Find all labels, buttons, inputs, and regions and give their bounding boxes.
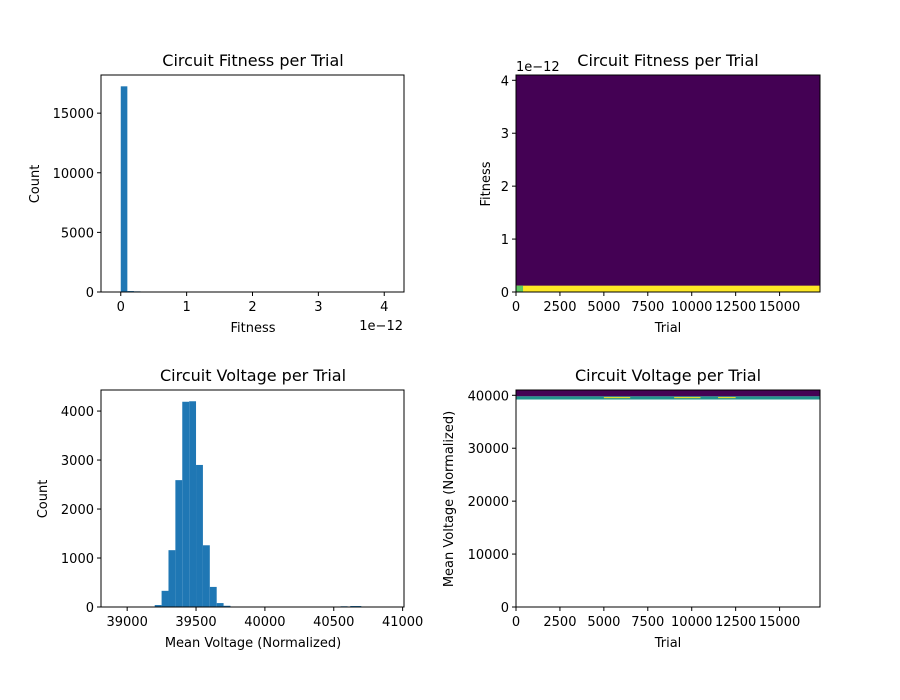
voltage-histogram-bar-7: [202, 545, 210, 607]
voltage-heatmap-xtick-label-3: 7500: [631, 615, 664, 630]
voltage-histogram-plot-area: [154, 401, 362, 608]
voltage-histogram-bar-2: [168, 550, 176, 607]
fitness-histogram-ytick-label-0: 0: [86, 286, 94, 301]
fitness-heatmap-cell-1: [516, 285, 524, 292]
fitness-histogram-xtick-label-0: 0: [117, 300, 125, 315]
voltage-histogram-ytick-label-2: 2000: [61, 503, 94, 518]
voltage-heatmap-xtick-label-2: 5000: [587, 615, 620, 630]
voltage-histogram-ylabel: Count: [36, 480, 51, 519]
fitness-histogram-ylabel: Count: [28, 165, 43, 204]
fitness-heatmap-xtick-label-4: 10000: [671, 300, 712, 315]
voltage-histogram-bar-4: [182, 401, 190, 607]
fitness-heatmap-ytick-label-2: 2: [501, 180, 509, 195]
voltage-histogram-bar-0: [154, 605, 162, 607]
voltage-heatmap-cell-3: [674, 397, 701, 399]
fitness-histogram-ytick-label-2: 10000: [53, 167, 94, 182]
voltage-heatmap-cell-0: [516, 390, 820, 397]
voltage-heatmap-xtick-label-5: 12500: [715, 615, 756, 630]
fitness-heatmap-xtick-label-3: 7500: [631, 300, 664, 315]
voltage-histogram-bar-1: [161, 590, 169, 607]
voltage-heatmap-title: Circuit Voltage per Trial: [575, 366, 761, 385]
voltage-heatmap-xtick-label-4: 10000: [671, 615, 712, 630]
fitness-histogram-plot-area: [120, 86, 161, 292]
fitness-heatmap-background-cell: [516, 75, 820, 292]
voltage-heatmap-ytick-label-0: 0: [501, 601, 509, 616]
fitness-histogram-title: Circuit Fitness per Trial: [162, 51, 343, 70]
fitness-histogram-xtick-label-4: 4: [380, 300, 388, 315]
fitness-histogram-xlabel: Fitness: [230, 321, 275, 336]
fitness-heatmap-ytick-label-3: 3: [501, 127, 509, 142]
fitness-heatmap-cell-0: [516, 285, 820, 292]
fitness-heatmap-xtick-label-1: 2500: [543, 300, 576, 315]
fitness-histogram-xtick-label-2: 2: [248, 300, 256, 315]
voltage-heatmap-xlabel: Trial: [654, 636, 682, 651]
voltage-histogram-bar-8: [209, 586, 217, 607]
voltage-histogram-xlabel: Mean Voltage (Normalized): [165, 636, 341, 651]
fitness-heatmap-title: Circuit Fitness per Trial: [577, 51, 758, 70]
fitness-histogram-bar-0: [120, 86, 128, 292]
fitness-heatmap-xtick-label-6: 15000: [759, 300, 800, 315]
voltage-heatmap-ytick-label-4: 40000: [468, 389, 509, 404]
voltage-heatmap-ytick-label-1: 10000: [468, 548, 509, 563]
voltage-heatmap-cell-4: [718, 397, 736, 399]
fitness-heatmap-xtick-label-2: 5000: [587, 300, 620, 315]
voltage-histogram-ytick-label-4: 4000: [61, 405, 94, 420]
fitness-heatmap-panel: Circuit Fitness per Trial Trial Fitness …: [479, 51, 821, 336]
fitness-heatmap-ylabel: Fitness: [479, 161, 494, 206]
fitness-heatmap-axes-frame: [515, 74, 821, 293]
voltage-histogram-bar-6: [196, 464, 203, 607]
fitness-heatmap-ytick-label-4: 4: [501, 74, 509, 89]
voltage-heatmap-cell-2: [603, 397, 631, 399]
fitness-heatmap-ytick-label-1: 1: [501, 233, 509, 248]
voltage-heatmap-ytick-label-3: 30000: [468, 442, 509, 457]
voltage-histogram-xtick-label-1: 39500: [175, 615, 216, 630]
voltage-heatmap-ytick-label-2: 20000: [468, 495, 509, 510]
voltage-histogram-ytick-label-0: 0: [86, 601, 94, 616]
fitness-histogram-xtick-label-1: 1: [182, 300, 190, 315]
voltage-heatmap-ylabel: Mean Voltage (Normalized): [442, 411, 457, 587]
voltage-histogram-bar-3: [175, 480, 183, 607]
fitness-histogram-axes-frame: [100, 74, 405, 293]
voltage-histogram-xtick-label-2: 40000: [244, 615, 285, 630]
voltage-heatmap-xtick-label-0: 0: [512, 615, 520, 630]
fitness-heatmap-offset-text: 1e−12: [516, 60, 560, 75]
voltage-heatmap-xtick-label-1: 2500: [543, 615, 576, 630]
voltage-heatmap-axes-frame: [515, 389, 821, 608]
voltage-histogram-axes-frame: [100, 389, 405, 608]
voltage-heatmap-xtick-label-6: 15000: [759, 615, 800, 630]
voltage-heatmap-cell-1: [516, 396, 820, 400]
fitness-heatmap-xlabel: Trial: [654, 321, 682, 336]
voltage-histogram-xtick-label-4: 41000: [382, 615, 423, 630]
voltage-heatmap-plot-area: [516, 390, 820, 400]
voltage-histogram-bar-9: [216, 603, 224, 607]
fitness-heatmap-plot-area: [516, 75, 820, 292]
fitness-histogram-offset-text: 1e−12: [359, 319, 403, 334]
voltage-histogram-title: Circuit Voltage per Trial: [160, 366, 346, 385]
voltage-histogram-bar-10: [223, 605, 231, 607]
voltage-histogram-panel: Circuit Voltage per Trial Mean Voltage (…: [36, 366, 423, 651]
fitness-histogram-panel: Circuit Fitness per Trial Fitness Count …: [28, 51, 405, 336]
fitness-heatmap-ytick-label-0: 0: [501, 286, 509, 301]
fitness-histogram-xtick-label-3: 3: [314, 300, 322, 315]
voltage-histogram-ytick-label-3: 3000: [61, 454, 94, 469]
voltage-histogram-ytick-label-1: 1000: [61, 552, 94, 567]
voltage-histogram-xtick-label-3: 40500: [313, 615, 354, 630]
voltage-histogram-xtick-label-0: 39000: [106, 615, 147, 630]
fitness-heatmap-xtick-label-5: 12500: [715, 300, 756, 315]
fitness-histogram-ytick-label-1: 5000: [61, 226, 94, 241]
voltage-histogram-bar-5: [189, 401, 197, 607]
voltage-heatmap-panel: Circuit Voltage per Trial Trial Mean Vol…: [442, 366, 821, 651]
fitness-histogram-ytick-label-3: 15000: [53, 107, 94, 122]
fitness-heatmap-xtick-label-0: 0: [512, 300, 520, 315]
